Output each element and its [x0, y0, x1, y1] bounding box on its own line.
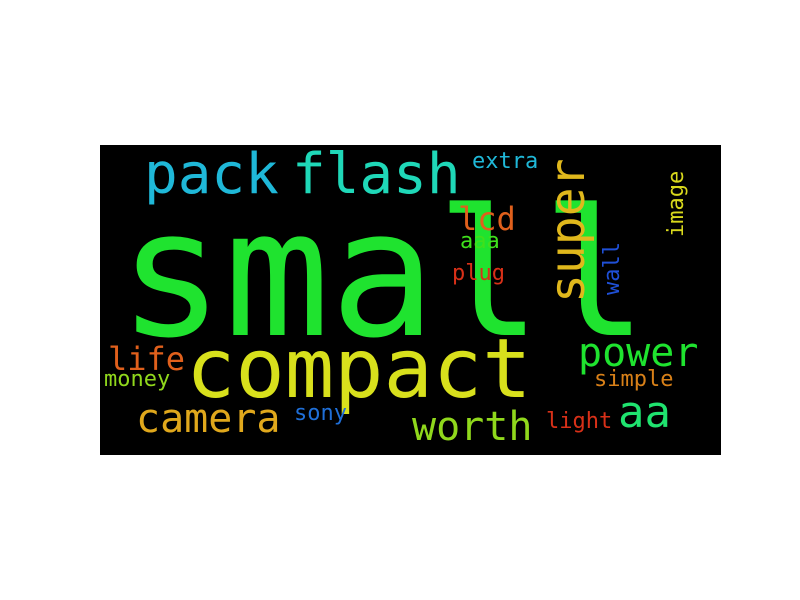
word-aa: aa [618, 387, 671, 438]
word-life: life [108, 340, 186, 378]
word-money: money [104, 367, 171, 392]
word-small: small [118, 172, 648, 377]
word-camera: camera [136, 396, 281, 442]
word-compact: compact [186, 322, 532, 417]
word-wall: wall [600, 242, 625, 295]
word-pack: pack [144, 145, 279, 207]
word-power: power [578, 330, 699, 376]
word-light: light [546, 409, 613, 434]
word-sony: sony [294, 401, 347, 426]
word-super: super [540, 158, 596, 304]
word-flash: flash [292, 145, 461, 207]
word-worth: worth [412, 404, 533, 450]
word-lcd: lcd [458, 200, 516, 238]
word-simple: simple [594, 367, 674, 392]
word-extra: extra [472, 149, 539, 174]
word-plug: plug [452, 261, 505, 286]
word-cloud: small compact pack flash extra super ima… [100, 145, 721, 455]
word-image: image [664, 170, 689, 237]
word-aaa: aaa [460, 229, 500, 254]
